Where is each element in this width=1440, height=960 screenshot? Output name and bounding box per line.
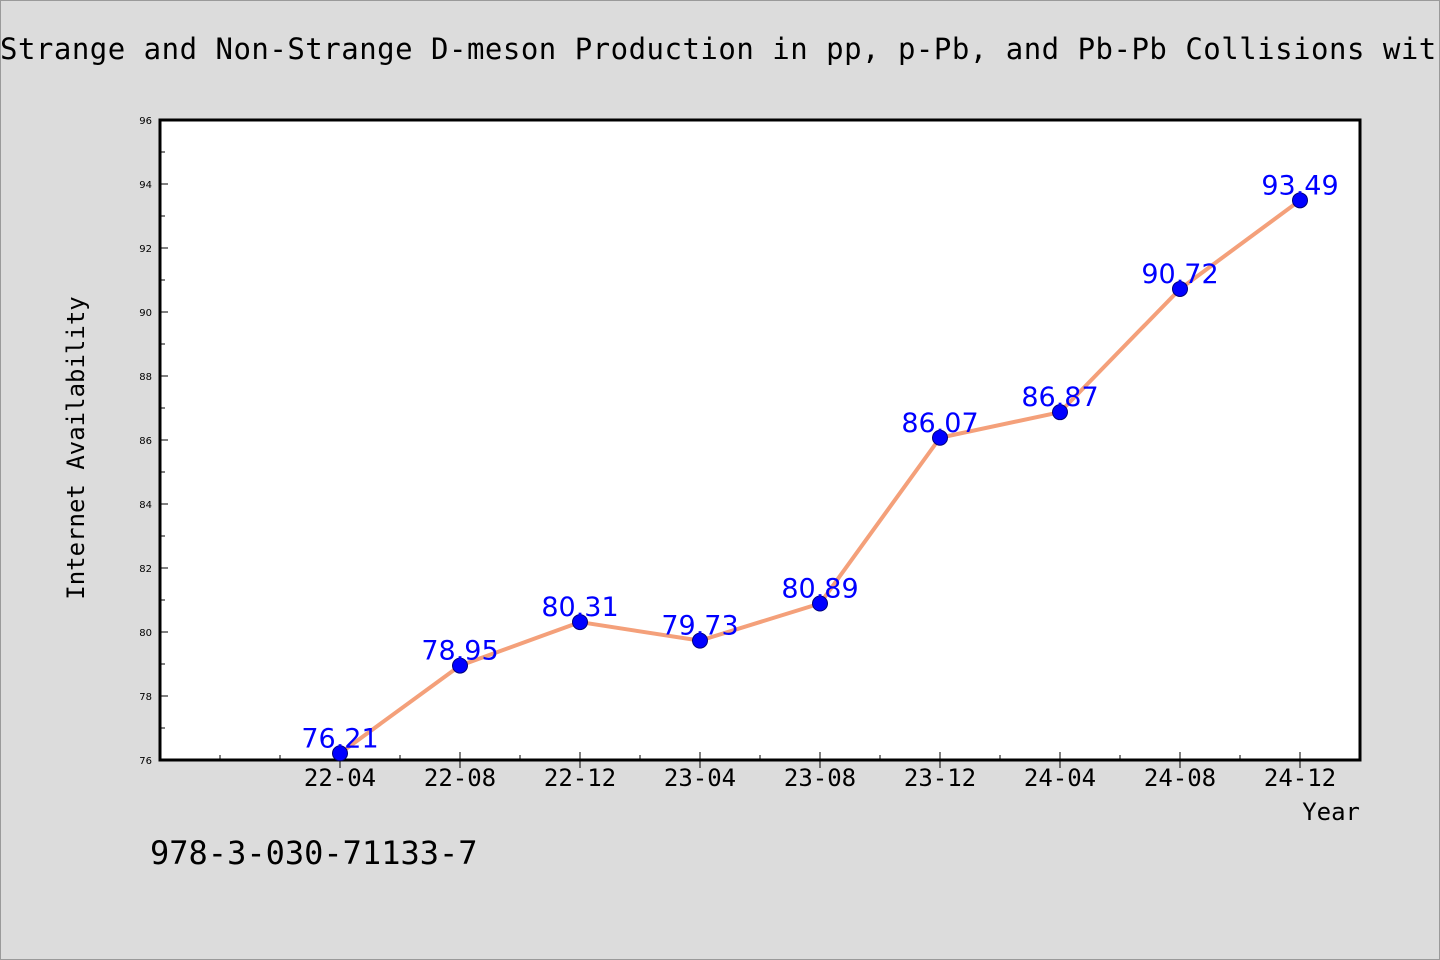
data-point: [332, 745, 348, 762]
y-tick-label: 96: [139, 116, 152, 127]
data-point: [692, 632, 708, 649]
x-tick-label: 23-08: [784, 764, 856, 792]
y-tick-label: 94: [139, 180, 152, 191]
data-point: [572, 614, 588, 631]
series-layer: 76.21 78.95 80.31 79.73 80.89 86.07 86.87 90.72…: [301, 170, 1339, 762]
y-tick-label: 86: [139, 436, 152, 447]
chart-title: Strange and Non-Strange D-meson Producti…: [0, 32, 1437, 66]
isbn-text: 978-3-030-71133-7: [150, 834, 478, 872]
data-label: 86.07: [901, 408, 978, 439]
data-point: [812, 595, 828, 612]
data-label: 86.87: [1021, 382, 1098, 413]
x-tick-label: 23-04: [664, 764, 736, 792]
data-point: [1292, 192, 1308, 209]
data-label: 76.21: [301, 723, 378, 754]
data-point: [1052, 404, 1068, 421]
y-axis-label: Internet Availability: [62, 296, 90, 599]
x-axis-label: Year: [1302, 798, 1360, 826]
x-tick-label: 22-08: [424, 764, 496, 792]
x-tick-label: 24-12: [1264, 764, 1336, 792]
data-point: [1172, 280, 1188, 297]
data-point: [452, 657, 468, 674]
x-tick-label: 22-12: [544, 764, 616, 792]
y-tick-label: 92: [139, 244, 152, 255]
y-tick-label: 78: [139, 692, 152, 703]
y-tick-label: 84: [139, 500, 152, 511]
data-point: [932, 429, 948, 446]
x-tick-label: 22-04: [304, 764, 376, 792]
x-axis: 22-04 22-08 22-12 23-04 23-08 23-12 24-04 24-08…: [219, 752, 1336, 792]
y-axis: 76 78 80 82 84 86 88 90 92 94 96: [139, 116, 168, 767]
y-tick-label: 90: [139, 308, 152, 319]
y-tick-label: 82: [139, 564, 152, 575]
data-label: 80.31: [541, 592, 618, 623]
y-tick-label: 88: [139, 372, 152, 383]
y-tick-label: 80: [139, 628, 152, 639]
y-tick-label: 76: [139, 756, 152, 767]
plot-area: [158, 118, 1362, 762]
x-tick-label: 23-12: [904, 764, 976, 792]
data-label: 90.72: [1141, 259, 1218, 290]
x-tick-label: 24-08: [1144, 764, 1216, 792]
data-label: 80.89: [781, 574, 858, 605]
data-label: 79.73: [661, 611, 738, 642]
data-label: 93.49: [1261, 170, 1338, 201]
data-label: 78.95: [421, 636, 498, 667]
x-tick-label: 24-04: [1024, 764, 1096, 792]
